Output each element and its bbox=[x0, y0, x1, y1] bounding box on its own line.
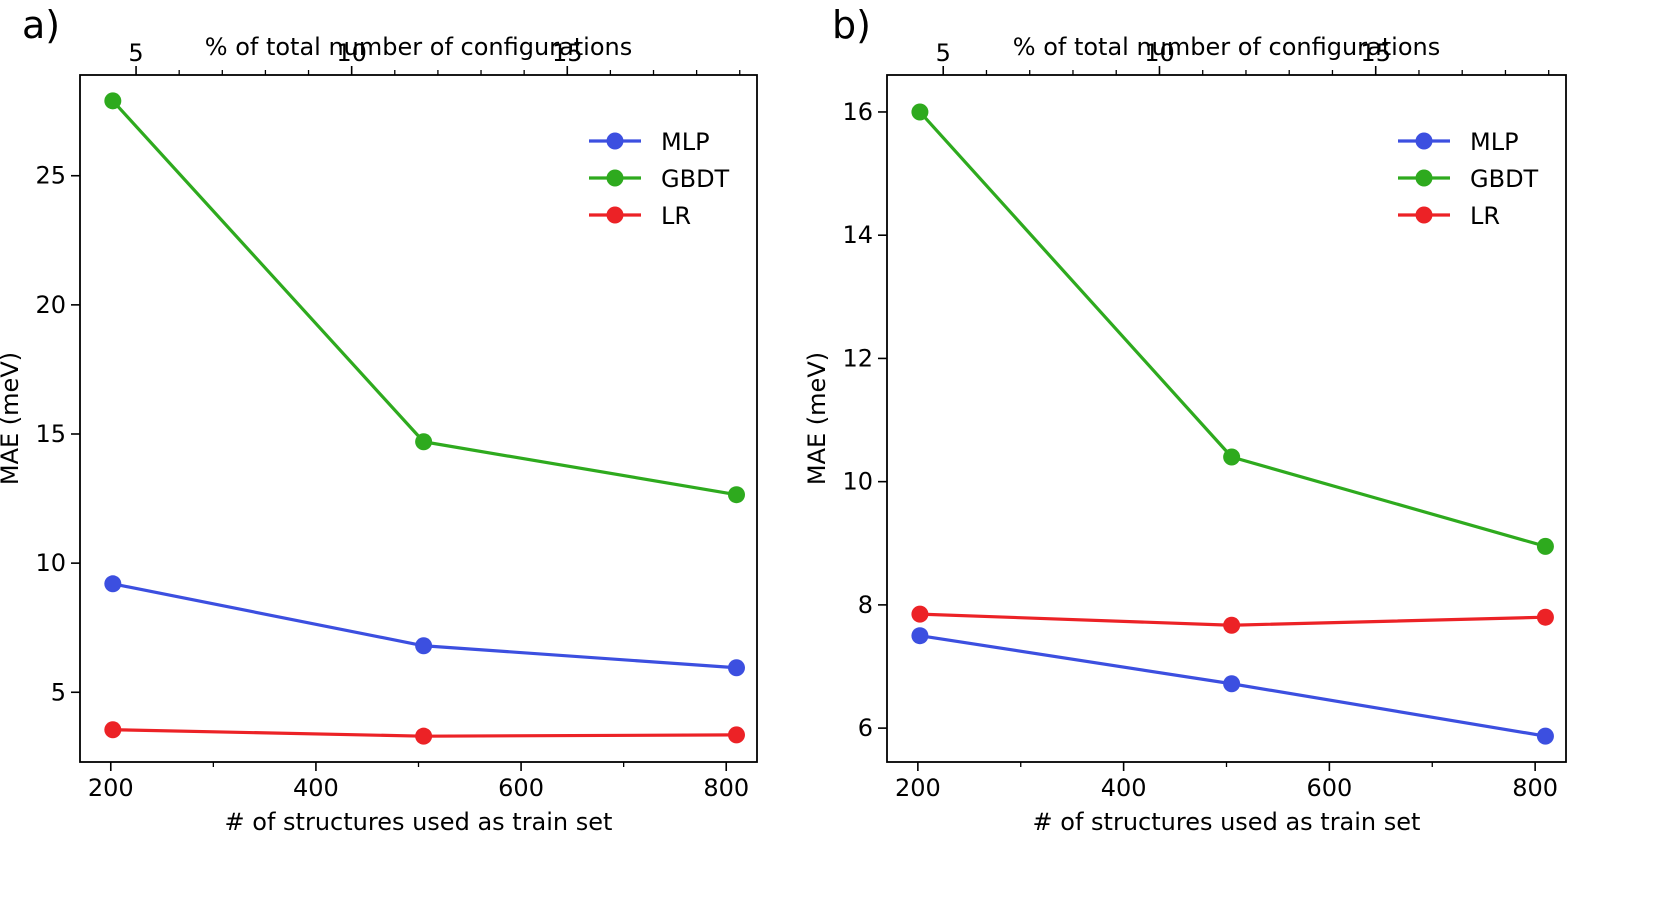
chart1-y-tick-label: 6 bbox=[858, 714, 873, 742]
chart1-top-x-axis-label: % of total number of configurations bbox=[1013, 33, 1440, 61]
chart0-data-point-lr bbox=[104, 721, 122, 739]
chart0-data-point-gbdt bbox=[727, 486, 745, 504]
chart1-legend-label-mlp: MLP bbox=[1470, 128, 1519, 156]
chart0-y-axis-label: MAE (meV) bbox=[0, 352, 24, 485]
chart1-data-point-mlp bbox=[1223, 675, 1241, 693]
chart1-y-tick-label: 14 bbox=[842, 221, 873, 249]
chart1-legend-marker-gbdt bbox=[1415, 169, 1433, 187]
chart0-legend-label-gbdt: GBDT bbox=[661, 165, 730, 193]
chart1-data-point-gbdt bbox=[911, 103, 929, 121]
chart0-data-point-gbdt bbox=[104, 92, 122, 110]
chart1-x-tick-label: 200 bbox=[895, 774, 941, 802]
chart0-x-tick-label: 200 bbox=[88, 774, 134, 802]
chart0-data-point-lr bbox=[415, 727, 433, 745]
chart1-top-x-tick-label: 10 bbox=[1144, 39, 1175, 67]
chart1-y-tick-label: 10 bbox=[842, 468, 873, 496]
chart1-top-x-tick-label: 15 bbox=[1360, 39, 1391, 67]
chart1-x-tick-label: 800 bbox=[1512, 774, 1558, 802]
chart1-data-point-gbdt bbox=[1536, 537, 1554, 555]
chart0-y-tick-label: 10 bbox=[35, 549, 66, 577]
chart0-y-tick-label: 25 bbox=[35, 162, 66, 190]
chart0-top-x-tick-label: 10 bbox=[336, 39, 367, 67]
chart1-y-axis-label: MAE (meV) bbox=[803, 352, 831, 485]
chart0-top-x-axis-label: % of total number of configurations bbox=[205, 33, 632, 61]
chart0-x-tick-label: 800 bbox=[703, 774, 749, 802]
chart0-data-point-lr bbox=[727, 726, 745, 744]
chart0-series-line-mlp bbox=[112, 582, 737, 670]
chart0-y-tick-label: 20 bbox=[35, 291, 66, 319]
chart1-legend-marker-mlp bbox=[1415, 132, 1433, 150]
chart1-x-tick-label: 400 bbox=[1101, 774, 1147, 802]
chart0-data-point-mlp bbox=[415, 637, 433, 655]
chart0-y-tick-label: 5 bbox=[51, 678, 66, 706]
chart1-y-tick-label: 8 bbox=[858, 591, 873, 619]
chart0-legend-marker-lr bbox=[606, 206, 624, 224]
chart1-plot-frame bbox=[886, 74, 1567, 763]
chart1-legend-marker-lr bbox=[1415, 206, 1433, 224]
chart1-y-tick-label: 16 bbox=[842, 98, 873, 126]
chart1-data-point-lr bbox=[1223, 616, 1241, 634]
chart1-series-line-gbdt bbox=[918, 110, 1546, 548]
chart1-data-point-lr bbox=[911, 605, 929, 623]
chart1-y-tick-label: 12 bbox=[842, 344, 873, 372]
chart0-legend-marker-gbdt bbox=[606, 169, 624, 187]
chart1-x-axis-label: # of structures used as train set bbox=[1033, 808, 1421, 836]
chart0-data-point-mlp bbox=[727, 659, 745, 677]
chart1-data-point-lr bbox=[1536, 608, 1554, 626]
chart0-legend-label-lr: LR bbox=[661, 202, 691, 230]
chart0-legend-marker-mlp bbox=[606, 132, 624, 150]
chart1-legend-label-gbdt: GBDT bbox=[1470, 165, 1539, 193]
chart1-x-tick-label: 600 bbox=[1306, 774, 1352, 802]
chart1-top-x-tick-label: 5 bbox=[936, 39, 951, 67]
chart1-legend-label-lr: LR bbox=[1470, 202, 1500, 230]
chart0-top-x-tick-label: 15 bbox=[552, 39, 583, 67]
chart1-data-point-gbdt bbox=[1223, 448, 1241, 466]
chart0-data-point-mlp bbox=[104, 575, 122, 593]
chart0-data-point-gbdt bbox=[415, 433, 433, 451]
chart1-data-point-mlp bbox=[911, 627, 929, 645]
chart0-top-x-tick-label: 5 bbox=[128, 39, 143, 67]
chart0-x-tick-label: 400 bbox=[293, 774, 339, 802]
chart0-legend-label-mlp: MLP bbox=[661, 128, 710, 156]
chart0-x-axis-label: # of structures used as train set bbox=[225, 808, 613, 836]
chart0-y-tick-label: 15 bbox=[35, 420, 66, 448]
chart0-x-tick-label: 600 bbox=[498, 774, 544, 802]
panel-label-b: b) bbox=[832, 3, 871, 47]
chart1-data-point-mlp bbox=[1536, 727, 1554, 745]
panel-label-a: a) bbox=[22, 3, 61, 47]
